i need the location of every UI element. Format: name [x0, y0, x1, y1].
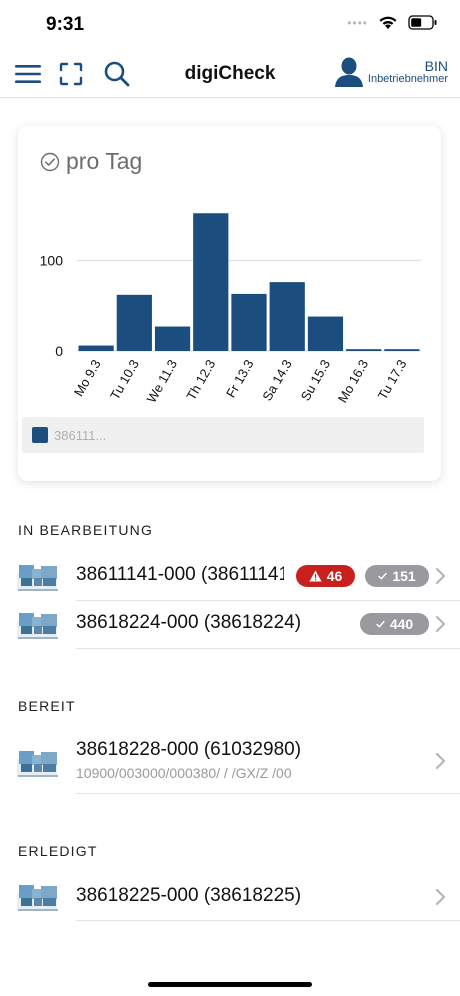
bar[interactable] [116, 294, 152, 351]
x-tick-label: Su 15.3 [298, 357, 333, 403]
checkmark-icon [376, 620, 385, 628]
row-divider [76, 793, 460, 794]
x-tick-label: Sa 14.3 [259, 357, 294, 403]
list-item[interactable]: 38618224-000 (38618224) 440 [0, 600, 460, 649]
chevron-right-icon [436, 616, 445, 632]
user-info: BIN Inbetriebnehmer [368, 59, 448, 85]
list-item[interactable]: 38611141-000 (38611141) 46 151 [0, 552, 460, 601]
bar-chart: 0 100 Mo 9.3 Tu 10.3 We 11.3 Th 12.3 Fr 13.3 Sa… [40, 213, 421, 405]
item-title: 38611141-000 (38611141) [76, 564, 284, 585]
row-divider [76, 648, 460, 649]
row-divider [76, 920, 460, 921]
chart-title: pro Tag [66, 148, 143, 174]
warning-badge: 46 [296, 565, 355, 587]
chart-header: pro Tag [40, 148, 142, 175]
bar[interactable] [346, 349, 382, 351]
bar[interactable] [154, 326, 191, 351]
item-title: 38618224-000 (38618224) [76, 612, 302, 633]
menu-icon [15, 65, 41, 83]
section-header-in-bearbeitung: IN BEARBEITUNG [18, 522, 154, 538]
chevron-right-icon [436, 568, 445, 584]
machine-thumbnail-icon [16, 742, 60, 782]
check-badge: 440 [360, 613, 429, 635]
list-item[interactable]: 38618228-000 (61032980) 10900/003000/000… [0, 732, 460, 794]
section-header-bereit: BEREIT [18, 698, 76, 714]
warning-count: 46 [326, 568, 343, 584]
machine-thumbnail-icon [16, 556, 60, 596]
y-tick-label: 100 [40, 252, 64, 268]
status-bar: 9:31 •••• [0, 0, 460, 50]
x-tick-label: We 11.3 [144, 357, 181, 405]
bar[interactable] [78, 345, 114, 351]
section-header-erledigt: ERLEDIGT [18, 843, 98, 859]
legend-label: 386111... [54, 427, 107, 443]
check-count: 440 [389, 616, 414, 632]
home-indicator [148, 982, 312, 987]
bar[interactable] [307, 316, 344, 351]
x-tick-label: Th 12.3 [183, 357, 218, 403]
bar[interactable] [231, 293, 267, 351]
user-role: Inbetriebnehmer [367, 72, 448, 85]
check-count: 151 [392, 568, 416, 584]
warning-icon [309, 570, 322, 582]
list-item[interactable]: 38618225-000 (38618225) [0, 872, 460, 921]
item-subtitle: 10900/003000/000380/ / /GX/Z /00 [76, 765, 292, 781]
scan-icon [59, 62, 83, 86]
checkmark-icon [378, 572, 388, 580]
status-icons: •••• [347, 15, 438, 30]
row-divider [76, 600, 460, 601]
nav-bar: digiCheck BIN Inbetriebnehmer [0, 50, 460, 98]
chevron-right-icon [436, 889, 445, 905]
bar[interactable] [269, 282, 305, 351]
item-title: 38618228-000 (61032980) [76, 739, 302, 760]
user-avatar-icon [334, 57, 363, 87]
x-tick-label: Fr 13.3 [223, 357, 257, 400]
legend-swatch [32, 427, 48, 443]
check-badge: 151 [365, 565, 429, 587]
battery-icon [408, 15, 437, 30]
x-tick-label: Mo 9.3 [71, 357, 104, 399]
x-tick-label: Mo 16.3 [335, 357, 371, 405]
machine-thumbnail-icon [16, 876, 60, 916]
user-name: BIN [424, 57, 448, 74]
chevron-right-icon [436, 753, 445, 769]
chart-legend: 386111... [22, 417, 424, 453]
search-button[interactable] [101, 59, 133, 89]
user-profile-button[interactable]: BIN Inbetriebnehmer [334, 56, 448, 88]
signal-icon: •••• [347, 15, 368, 30]
status-time: 9:31 [46, 14, 85, 35]
x-tick-label: Tu 17.3 [375, 357, 410, 402]
bar[interactable] [193, 213, 229, 351]
bar[interactable] [384, 349, 420, 351]
item-title: 38618225-000 (38618225) [76, 885, 302, 906]
x-tick-label: Tu 10.3 [107, 357, 142, 402]
machine-thumbnail-icon [16, 604, 60, 644]
menu-button[interactable] [12, 59, 44, 89]
search-icon [104, 61, 130, 87]
scan-button[interactable] [55, 59, 87, 89]
chart-card: pro Tag 0 100 Mo 9.3 Tu 10.3 We 11.3 Th 12.3 F… [18, 126, 441, 481]
check-circle-icon [40, 152, 60, 171]
y-tick-label: 0 [55, 343, 63, 359]
wifi-icon [379, 16, 397, 29]
